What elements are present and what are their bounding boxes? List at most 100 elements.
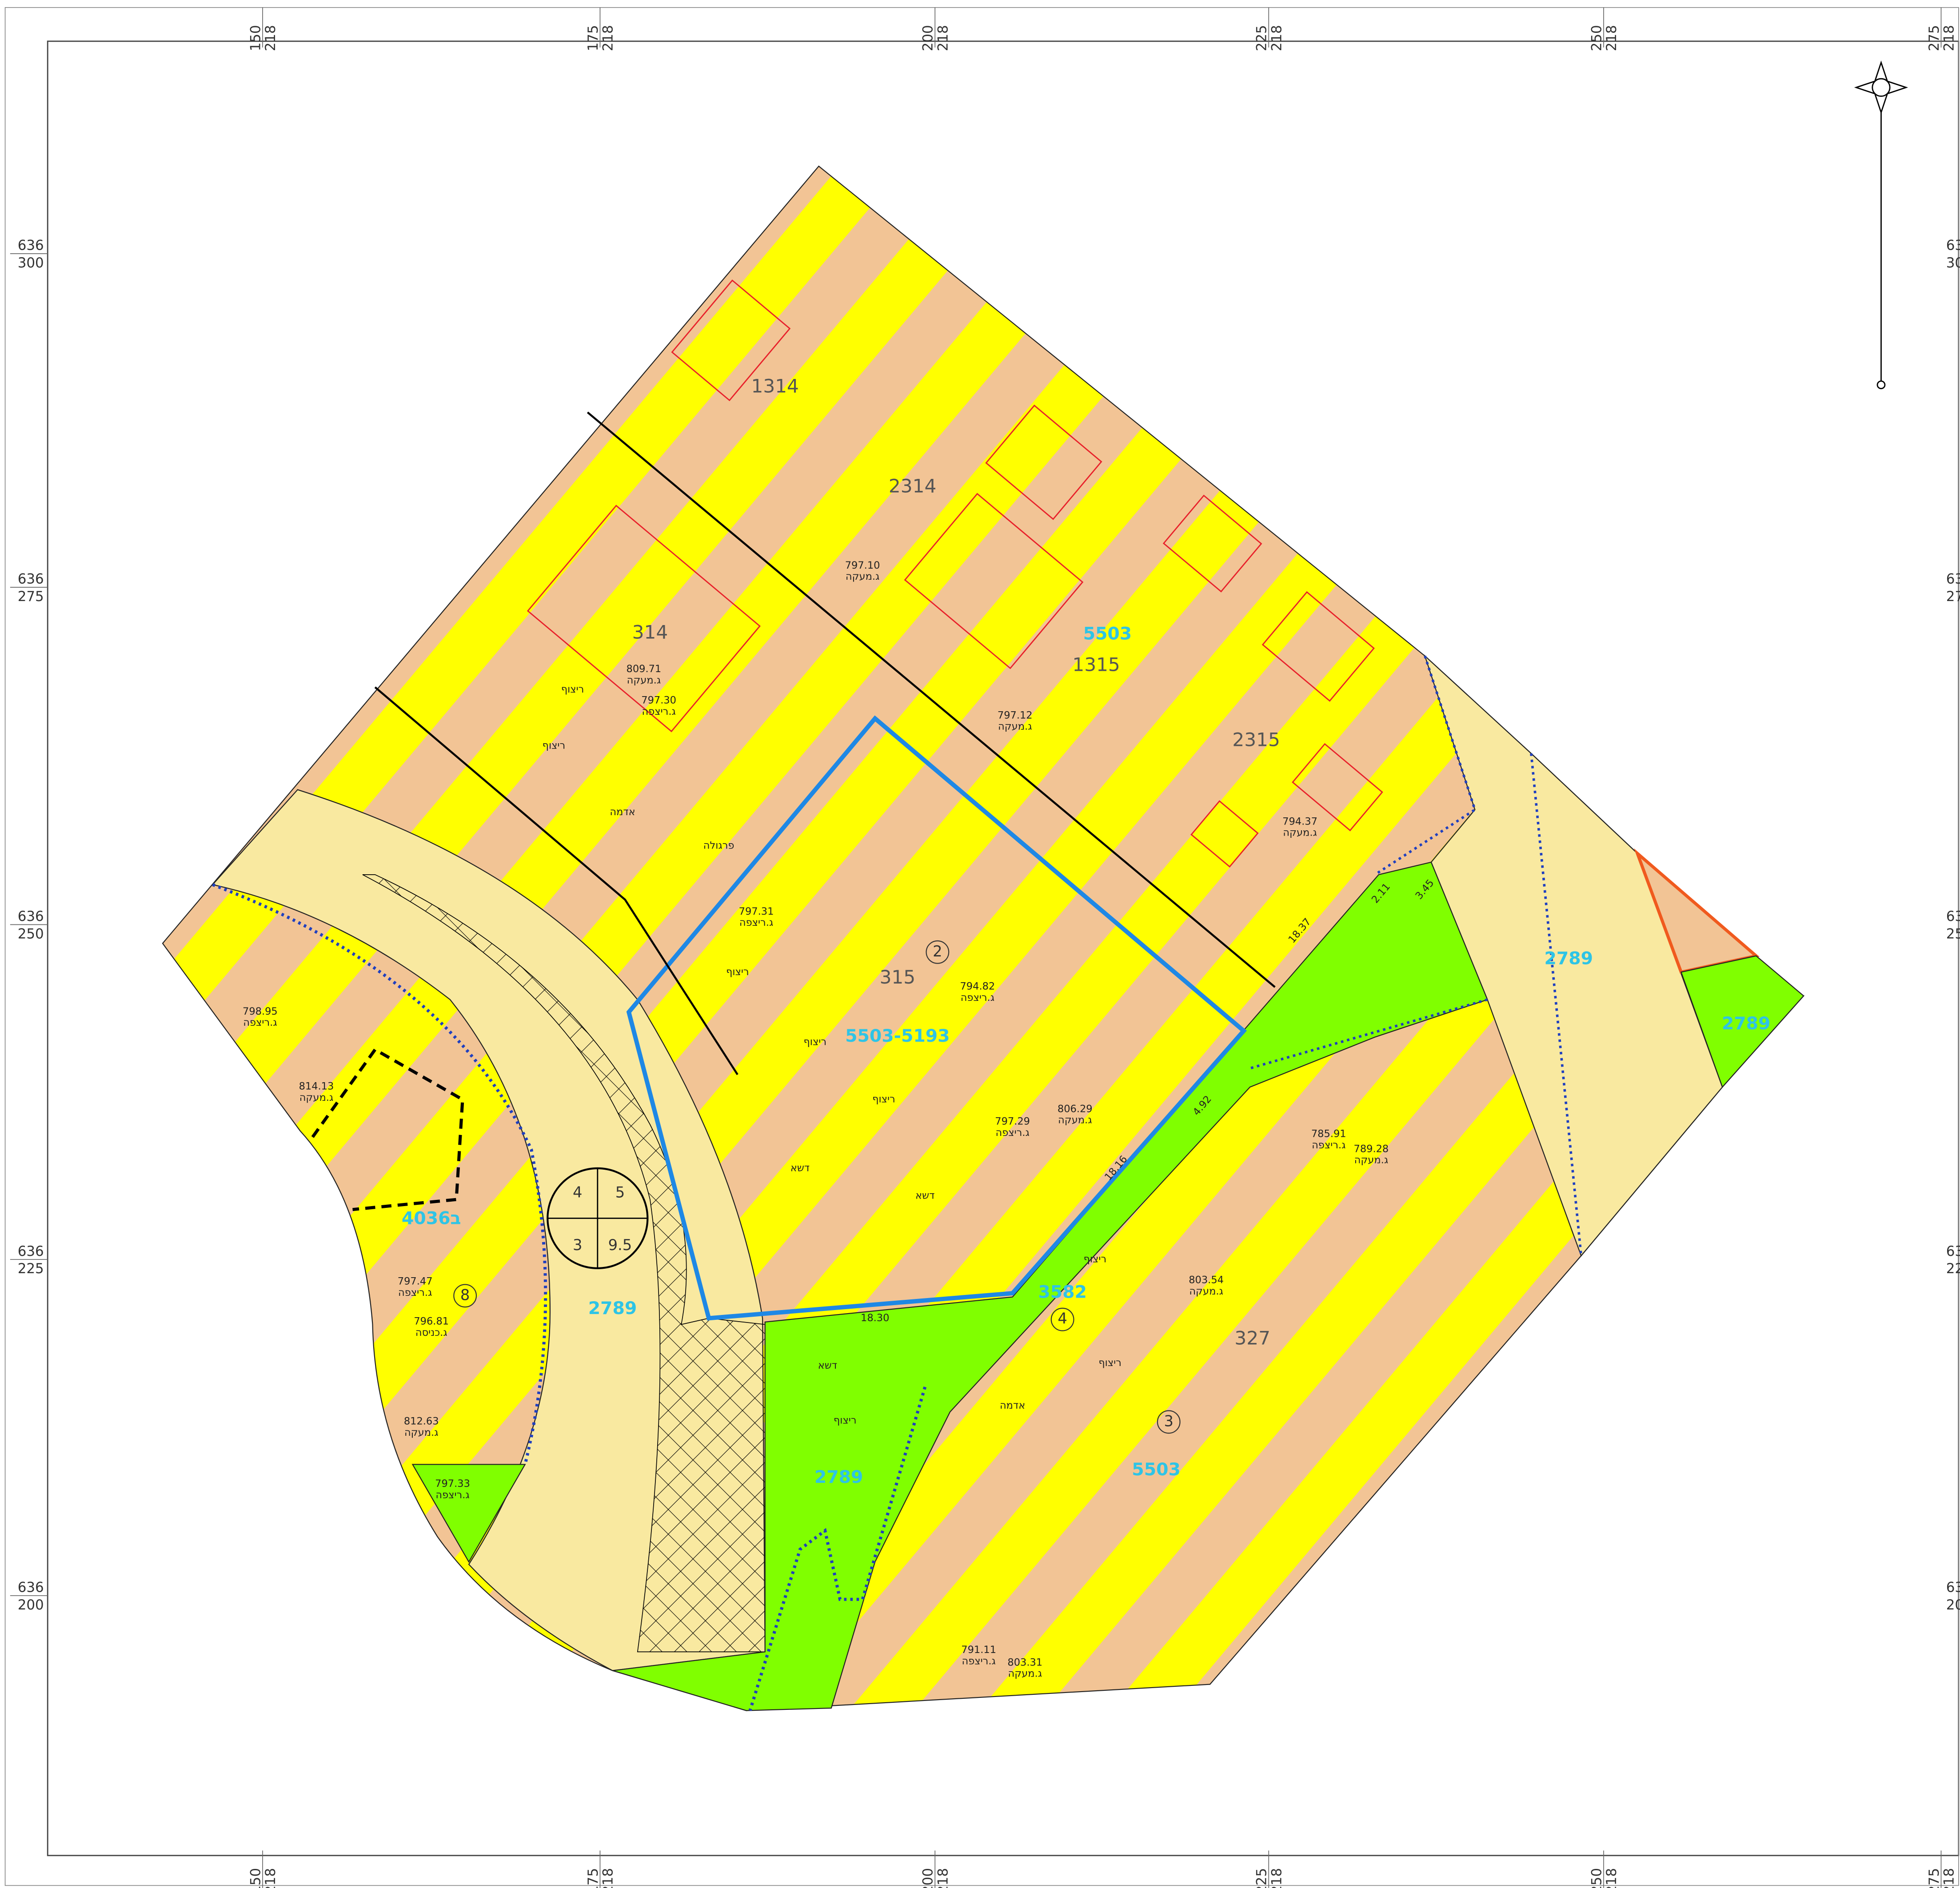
- grid-prefix: 218: [1941, 25, 1957, 51]
- surface-label: ריצוף: [1098, 1357, 1122, 1369]
- grid-prefix: 636: [1946, 908, 1960, 924]
- green-area: [411, 1464, 526, 1563]
- boundary-dotted: [1249, 655, 1583, 1256]
- boundary-dashed: [311, 1048, 464, 1211]
- plot-number: ב4036: [402, 1208, 461, 1229]
- elevation-label: ג.ריצפה: [739, 917, 773, 928]
- elevation-value: 796.81: [414, 1315, 449, 1327]
- sign-text: 4: [573, 1184, 582, 1201]
- plot-number: 3582: [1038, 1282, 1087, 1302]
- grid-value: 200: [920, 1868, 936, 1888]
- sign-text: 3: [573, 1236, 582, 1254]
- grid-prefix: 218: [263, 1868, 279, 1888]
- plot-number: 2789: [814, 1467, 863, 1487]
- elevation-value: 803.54: [1189, 1275, 1224, 1286]
- elevation-label: ג.מעקה: [1058, 1115, 1092, 1126]
- grid-prefix: 218: [935, 25, 951, 51]
- grid-value: 275: [18, 589, 44, 605]
- grid-value: 275: [1926, 25, 1942, 51]
- circled-number: 8: [460, 1286, 470, 1303]
- compass-end: [1876, 380, 1886, 390]
- surface-label: דשא: [818, 1360, 837, 1371]
- grid-prefix: 636: [1946, 1243, 1960, 1259]
- surface-label: ריצוף: [872, 1094, 895, 1105]
- surface-label: ריצוף: [803, 1036, 826, 1048]
- plot-number: 5503: [1083, 623, 1132, 644]
- elevation-label: ג.ריצפה: [642, 706, 676, 717]
- building: [985, 404, 1102, 520]
- boundary-dotted: [212, 883, 547, 1465]
- parcel-number: 1315: [1072, 654, 1120, 676]
- parcel-number: 314: [632, 621, 668, 643]
- green-area: [612, 861, 1488, 1711]
- grid-prefix: 636: [18, 908, 44, 924]
- grid-value: 150: [247, 1868, 263, 1888]
- elevation-label: ג.מעקה: [1354, 1155, 1388, 1166]
- building: [1162, 494, 1262, 593]
- labels: 2181502181502181752181752182002182002182…: [10, 7, 1960, 1888]
- grid-value: 225: [1254, 1868, 1270, 1888]
- grid-value: 275: [1926, 1868, 1942, 1888]
- surface-label: ריצוף: [543, 740, 566, 752]
- grid-value: 250: [1589, 1868, 1605, 1888]
- building: [671, 279, 791, 402]
- plot-number: 5503: [1132, 1459, 1181, 1480]
- building: [904, 493, 1084, 669]
- elevation-value: 814.13: [299, 1081, 334, 1092]
- building: [1261, 591, 1375, 702]
- elevation-value: 812.63: [404, 1415, 439, 1427]
- surface-label: ריצוף: [1083, 1254, 1106, 1265]
- elevation-value: 797.10: [845, 560, 880, 571]
- grid-value: 200: [920, 25, 936, 51]
- grid-value: 200: [18, 1597, 44, 1613]
- elevation-label: ג.מעקה: [1008, 1668, 1042, 1680]
- grid-value: 225: [1946, 1261, 1960, 1277]
- compass-circle: [1872, 78, 1891, 97]
- elevation-label: ג.מעקה: [1283, 827, 1317, 839]
- circled-marker: [453, 1284, 477, 1308]
- grid-prefix: 636: [18, 1579, 44, 1595]
- sign-text: 9.5: [608, 1236, 632, 1254]
- grid-prefix: 218: [263, 25, 279, 51]
- grid-value: 300: [1946, 255, 1960, 271]
- elevation-label: ג.מעקה: [1189, 1286, 1223, 1297]
- grid-prefix: 218: [1604, 25, 1620, 51]
- grid-value: 175: [585, 1868, 601, 1888]
- elevation-label: ג.ריצפה: [961, 992, 994, 1004]
- elevation-label: ג.מעקה: [998, 721, 1032, 733]
- circled-number: 3: [1164, 1412, 1173, 1430]
- plot-number: 2789: [588, 1298, 637, 1318]
- grid-value: 300: [18, 255, 44, 271]
- circled-number: 2: [933, 943, 942, 960]
- parcel-number: 315: [880, 966, 916, 988]
- elevation-label: ג.ריצפה: [435, 1489, 469, 1501]
- elevation-label: ג.מעקה: [627, 675, 661, 686]
- elevation-value: 809.71: [627, 663, 662, 675]
- north-arrow: [1854, 60, 1908, 390]
- grid-prefix: 218: [600, 25, 616, 51]
- parcel-number: 327: [1234, 1327, 1270, 1349]
- elevation-value: 797.12: [998, 709, 1033, 721]
- grid-prefix: 218: [1269, 1868, 1285, 1888]
- grid-prefix: 636: [18, 238, 44, 254]
- elevation-value: 806.29: [1058, 1103, 1093, 1115]
- sign-circle: [547, 1167, 649, 1270]
- surface-label: פרגולה: [703, 840, 735, 852]
- grid-value: 225: [18, 1261, 44, 1277]
- grid-value: 150: [247, 25, 263, 51]
- elevation-label: ג.ריצפה: [243, 1017, 277, 1028]
- elevation-value: 797.33: [435, 1478, 470, 1490]
- grid-value: 250: [1946, 926, 1960, 942]
- surface-label: ריצוף: [834, 1415, 857, 1426]
- circled-marker: [926, 940, 950, 964]
- circled-number: 4: [1058, 1310, 1067, 1327]
- grid-prefix: 636: [1946, 571, 1960, 587]
- surface-label: דשא: [915, 1190, 934, 1201]
- elevation-label: ג.ריצפה: [1312, 1139, 1345, 1151]
- dimension: 18.30: [861, 1312, 889, 1324]
- grid-value: 250: [1589, 25, 1605, 51]
- plot-boundary: [626, 715, 1247, 1321]
- outer-frame: [4, 7, 1959, 1886]
- circled-marker: [1157, 1410, 1181, 1434]
